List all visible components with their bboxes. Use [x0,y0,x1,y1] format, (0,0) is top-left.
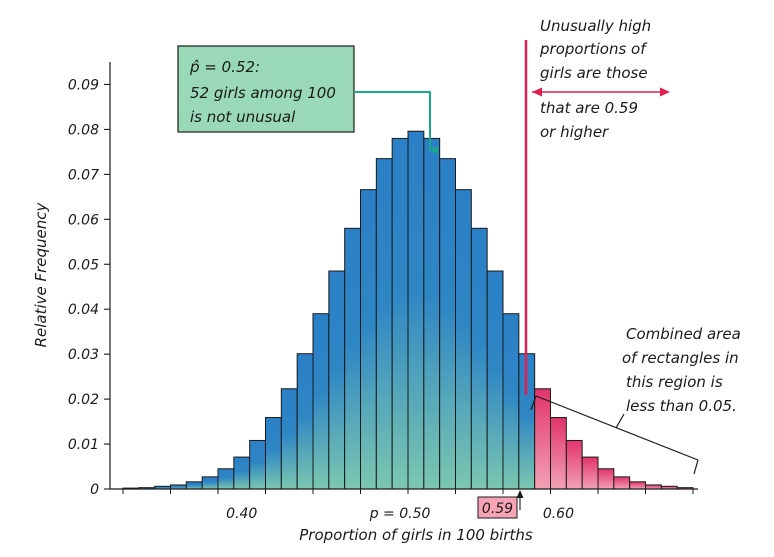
y-ticks: 0 0.01 0.02 0.03 0.04 0.05 0.06 0.07 0.08 0.09 [68,77,110,498]
y-tick-label: 0.08 [68,122,99,138]
y-axis-label: Relative Frequency [32,201,50,347]
y-tick-label: 0.04 [68,302,99,318]
histogram-bar [233,456,251,490]
threshold-label-box: 0.59 [477,496,518,519]
x-tick-label: 0.60 [543,506,574,522]
y-tick-label: 0.01 [68,437,99,453]
histogram-bar [265,417,282,490]
tail-bar [597,468,615,490]
histogram-bar [170,484,187,490]
histogram-bar [470,227,488,490]
histogram-bar [280,388,298,490]
x-ticks: 0.40 p = 0.50 0.60 [122,489,694,522]
threshold-label-arrow [516,490,524,510]
histogram-bar [486,270,504,490]
area-note-line1: Combined area [626,325,741,343]
y-tick-label: 0.07 [68,167,99,183]
unusual-note-line5: or higher [540,123,609,141]
y-tick-label: 0.05 [68,257,99,273]
tail-bar [645,484,662,490]
y-tick-label: 0.09 [68,77,99,93]
tail-bar [613,476,631,490]
histogram-bar [502,313,520,490]
histogram-bar [296,353,314,490]
unusual-note-line4: that are 0.59 [540,99,638,117]
phat-arrow [354,91,438,154]
histogram-bar [407,130,425,490]
histogram-bar [455,189,472,490]
tail-bar [565,439,583,490]
phat-callout-line2: 52 girls among 100 [190,84,336,102]
histogram-bar [312,313,330,490]
unusual-note-line1: Unusually high [540,17,651,35]
area-note-line2: of rectangles in [622,349,739,367]
tail-bar [581,456,599,490]
area-note-line3: this region is [626,373,723,391]
tail-bar [629,481,646,490]
histogram-bar [391,137,409,490]
histogram-bar [185,481,203,490]
x-tick-label: p = 0.50 [369,506,431,522]
area-note-line4: less than 0.05. [626,397,737,415]
histogram-bar [217,468,235,490]
phat-callout: p̂ = 0.52: 52 girls among 100 is not unu… [177,45,355,133]
y-tick-label: 0.06 [68,212,99,228]
y-tick-label: 0.03 [68,347,99,363]
histogram-bar [201,476,219,490]
unusual-note-line2: proportions of [539,40,648,58]
phat-callout-line1: p̂ = 0.52: [189,58,260,76]
y-tick-label: 0 [90,482,99,498]
histogram-bar [360,189,377,490]
area-bracket [530,395,699,475]
unusual-note-line3: girls are those [540,64,648,82]
histogram-bar [249,439,266,490]
unusual-range-arrow [532,87,670,97]
x-tick-label: 0.40 [226,506,257,522]
histogram-bar [375,158,393,490]
phat-callout-line3: is not unusual [190,108,296,126]
histogram-bar [344,227,362,490]
histogram-bar [328,270,346,490]
histogram-bar [423,137,441,490]
bars [122,130,694,490]
tail-bar [550,417,567,490]
y-tick-label: 0.02 [68,392,99,408]
histogram-bar [439,158,457,490]
threshold-label-text: 0.59 [482,501,513,517]
tail-bar [534,388,551,490]
x-axis-label: Proportion of girls in 100 births [299,526,533,544]
